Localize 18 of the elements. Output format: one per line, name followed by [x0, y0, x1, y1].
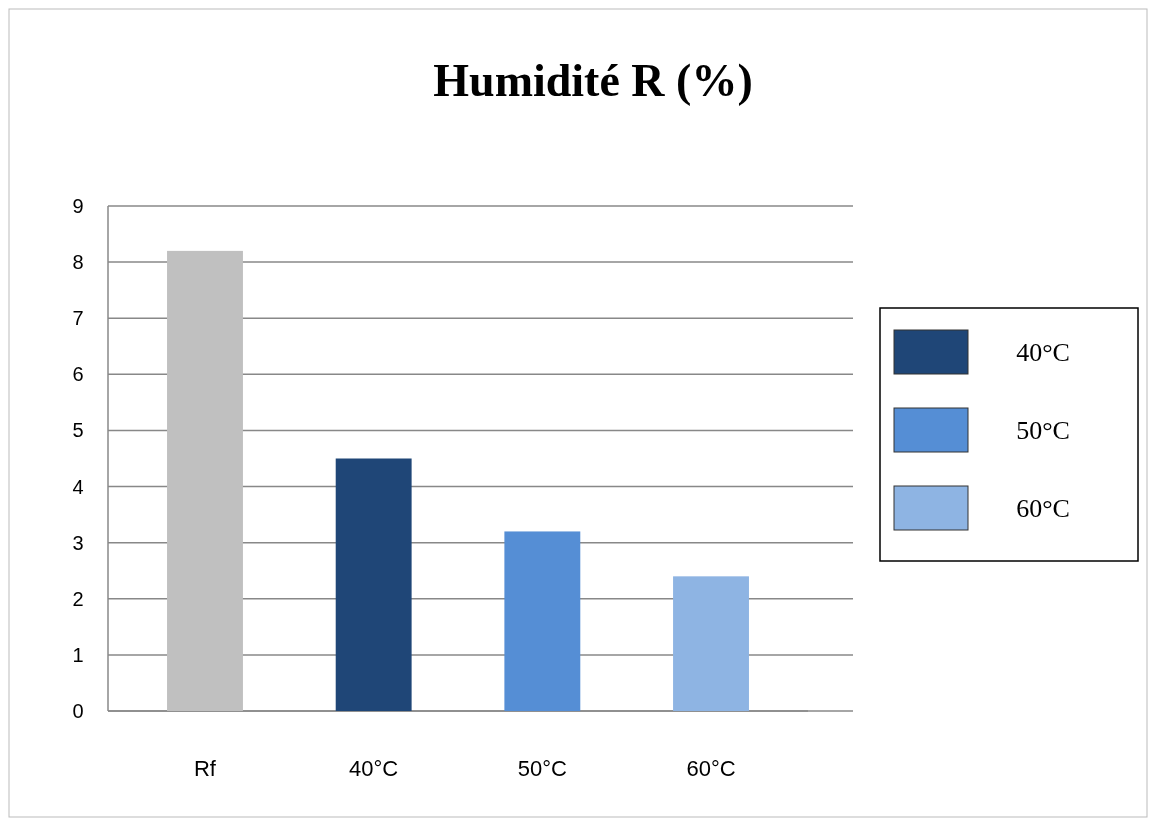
y-tick-label: 1	[72, 643, 84, 666]
legend-label: 60°C	[1016, 494, 1070, 524]
y-tick-label: 8	[72, 251, 84, 274]
y-tick-label: 0	[72, 700, 84, 722]
legend-label: 50°C	[1016, 416, 1070, 446]
x-tick-label: 50°C	[517, 756, 568, 781]
legend-label: 40°C	[1016, 338, 1070, 368]
y-tick-label: 5	[72, 419, 84, 442]
y-tick-label: 9	[72, 195, 84, 217]
y-tick-label: 7	[72, 307, 84, 330]
y-tick-label: 2	[72, 587, 84, 610]
y-tick-label: 3	[72, 531, 84, 554]
x-tick-label: 40°C	[349, 756, 399, 781]
y-tick-label: 4	[72, 475, 84, 498]
chart-title: Humidité R (%)	[433, 55, 753, 106]
y-tick-label: 6	[72, 363, 84, 386]
x-tick-label: Rf	[193, 756, 217, 781]
x-tick-label: 60°C	[686, 756, 736, 781]
